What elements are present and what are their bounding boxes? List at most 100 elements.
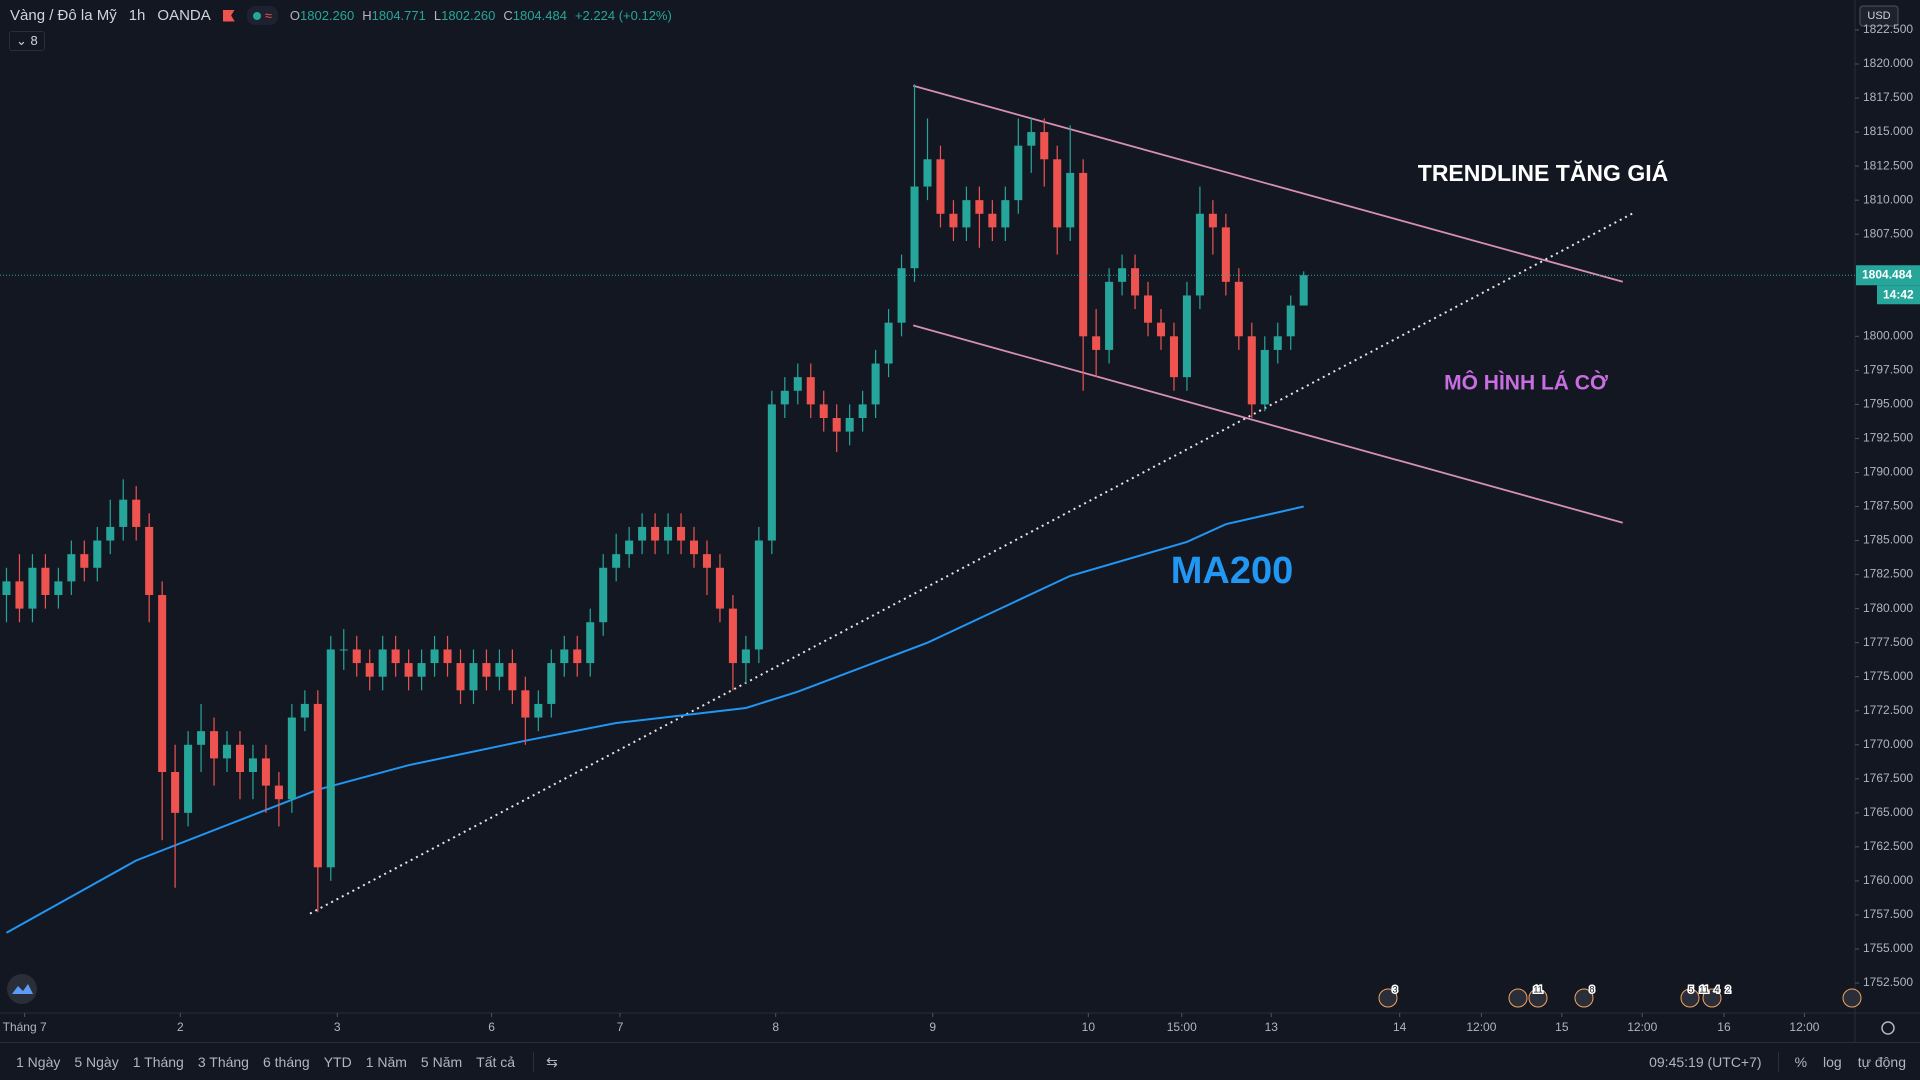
candle-body — [845, 417, 854, 432]
range-button[interactable]: 3 Tháng — [197, 1054, 249, 1070]
candle-body — [741, 649, 750, 664]
indicator-count: 8 — [30, 33, 38, 48]
scale-option[interactable]: log — [1823, 1054, 1842, 1070]
source: OANDA — [157, 7, 211, 24]
y-tick-label: 1810.000 — [1863, 192, 1913, 206]
candle-body — [197, 731, 206, 745]
y-tick-label: 1762.500 — [1863, 839, 1913, 853]
y-tick-label: 1820.000 — [1863, 56, 1913, 70]
candle-body — [1195, 213, 1204, 296]
y-tick-label: 1777.500 — [1863, 635, 1913, 649]
candle-body — [728, 608, 737, 664]
candle-body — [171, 772, 180, 813]
candle-body — [404, 663, 413, 677]
candle-body — [106, 526, 115, 541]
candle-body — [560, 649, 569, 664]
trend-line — [912, 324, 1624, 524]
compare-icon[interactable]: ⇆ — [546, 1053, 558, 1070]
range-button[interactable]: Tất cả — [476, 1054, 516, 1070]
ohlc-prefix: C — [503, 8, 513, 23]
candle-body — [884, 322, 893, 364]
candle-body — [365, 663, 374, 677]
event-icon[interactable] — [1378, 988, 1398, 1008]
ma-label: MA200 — [1171, 550, 1294, 592]
candle-body — [521, 690, 530, 718]
candle-body — [443, 649, 452, 664]
x-tick-label: 7 — [617, 1020, 624, 1034]
y-tick-label: 1817.500 — [1863, 90, 1913, 104]
event-icon[interactable] — [1702, 988, 1722, 1008]
event-icon[interactable] — [1842, 988, 1862, 1008]
candle-body — [132, 499, 141, 527]
ohlc-prefix: L — [433, 8, 442, 23]
event-count: 11 — [1699, 984, 1708, 994]
event-icon[interactable] — [1528, 988, 1548, 1008]
range-button[interactable]: YTD — [323, 1054, 352, 1070]
candle-body — [936, 159, 945, 214]
candle-body — [1066, 172, 1075, 228]
range-button[interactable]: 1 Tháng — [132, 1054, 184, 1070]
flag-icon[interactable] — [222, 9, 235, 22]
indicator-toggle[interactable]: ⌄ 8 — [9, 31, 45, 51]
currency-box[interactable] — [1859, 5, 1899, 27]
candle-body — [897, 268, 906, 323]
candle-body — [313, 703, 322, 868]
status-pill[interactable]: ≈ — [246, 6, 278, 25]
range-button[interactable]: 5 Ngày — [74, 1054, 119, 1070]
candle-body — [469, 663, 478, 691]
settings-icon[interactable] — [1881, 1021, 1895, 1035]
event-icon[interactable] — [1508, 988, 1528, 1008]
status-dot — [252, 11, 261, 20]
event-count: 3 — [1392, 984, 1397, 994]
candle-body — [391, 649, 400, 664]
ohlc-value: 1804.771 — [371, 8, 426, 23]
status-wave: ≈ — [264, 8, 272, 23]
candle-body — [1014, 145, 1023, 201]
range-button[interactable]: 1 Năm — [365, 1054, 407, 1070]
candle-body — [54, 581, 63, 596]
clock: 09:45:19 (UTC+7) — [1649, 1054, 1762, 1070]
candle-body — [274, 785, 283, 800]
candle-body — [1001, 200, 1010, 228]
toolbar-right: 09:45:19 (UTC+7) % log tự động — [1649, 1052, 1906, 1072]
candle-body — [1299, 275, 1308, 306]
candle-body — [910, 186, 919, 269]
ohlc-item: C1804.484 — [503, 8, 567, 23]
candle-body — [119, 499, 128, 527]
interval[interactable]: 1h — [128, 7, 146, 24]
x-tick-label: 10 — [1082, 1020, 1096, 1034]
last-price-label: 1804.484 — [1862, 267, 1912, 281]
scale-option[interactable]: % — [1794, 1054, 1808, 1070]
y-tick-label: 1815.000 — [1863, 124, 1913, 138]
candle-body — [430, 649, 439, 664]
candle-body — [793, 377, 802, 391]
scale-option[interactable]: tự động — [1857, 1054, 1906, 1070]
candle-body — [1156, 322, 1166, 337]
range-button[interactable]: 1 Ngày — [16, 1054, 61, 1070]
event-icon[interactable] — [1680, 988, 1700, 1008]
candle-body — [93, 540, 102, 568]
range-button[interactable]: 6 tháng — [262, 1054, 310, 1070]
y-tick-label: 1770.000 — [1863, 737, 1913, 751]
y-tick-label: 1812.500 — [1863, 158, 1913, 172]
x-tick-label: 15 — [1555, 1020, 1569, 1034]
candle-body — [15, 581, 24, 609]
candle-body — [975, 200, 984, 214]
candle-body — [1079, 172, 1088, 337]
logo[interactable] — [7, 974, 37, 1004]
x-tick-label: 3 — [334, 1020, 341, 1034]
legend-header: Vàng / Đô la Mỹ 1h OANDA ≈ O1802.260 H18… — [10, 6, 672, 25]
candle-body — [210, 731, 219, 759]
x-tick-label: 12:00 — [1627, 1020, 1657, 1034]
y-tick-label: 1800.000 — [1863, 328, 1913, 342]
candle-body — [145, 526, 154, 596]
candle-body — [158, 595, 167, 773]
candle-body — [689, 540, 699, 555]
candle-body — [80, 554, 89, 568]
range-button[interactable]: 5 Năm — [420, 1054, 463, 1070]
candle-body — [1053, 159, 1062, 228]
candle-body — [871, 363, 880, 405]
candle-body — [949, 213, 958, 228]
event-icon[interactable] — [1574, 988, 1594, 1008]
